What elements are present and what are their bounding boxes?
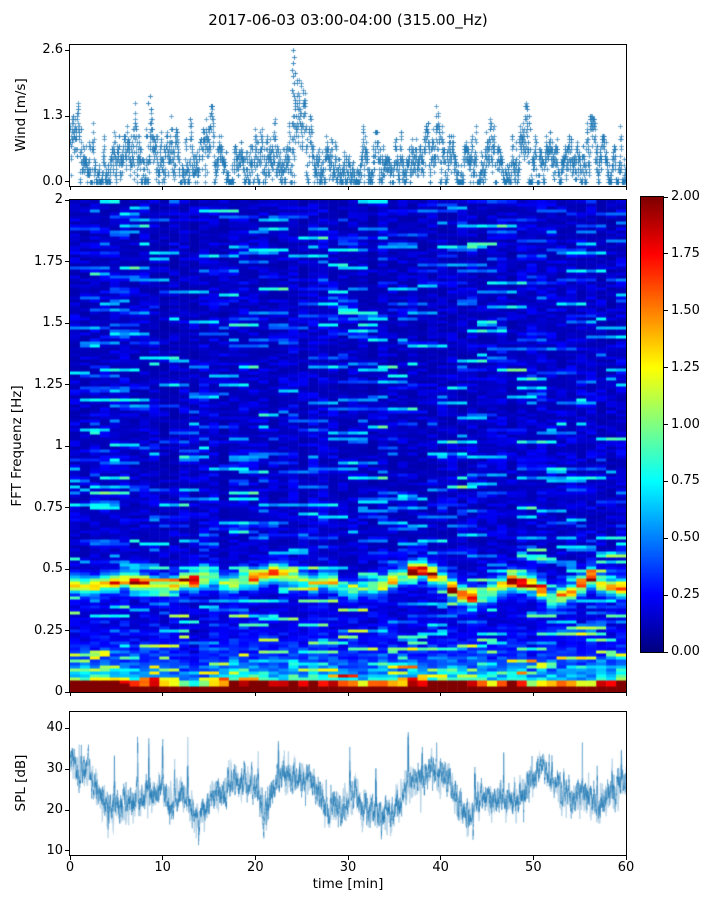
wind-xtick: [254, 187, 256, 190]
colorbar-tick: [664, 253, 668, 255]
wind-xtick: [162, 187, 164, 190]
spectrogram-heatmap-canvas: [70, 200, 626, 692]
spl-xtick-label: 50: [525, 860, 542, 875]
spectrogram-ytick-label: 2: [54, 192, 63, 207]
spectrogram-ytick-label: 1.75: [34, 253, 63, 269]
colorbar-tick: [664, 310, 668, 312]
colorbar-tick-label: 1.75: [671, 245, 700, 261]
spl-xtick: [69, 856, 71, 860]
spl-line-canvas: [70, 712, 626, 855]
figure-title: 2017-06-03 03:00-04:00 (315.00_Hz): [208, 11, 488, 29]
spectrogram-ylabel: FFT Frequenz [Hz]: [9, 385, 25, 507]
spectrogram-xtick: [440, 693, 442, 696]
spectrogram-axes-frame: [69, 199, 627, 693]
colorbar-tick-label: 0.00: [671, 644, 700, 659]
spl-axes-frame: [69, 711, 627, 856]
spectrogram-xtick: [625, 693, 627, 696]
spl-xtick-label: 10: [154, 860, 171, 875]
colorbar-tick-label: 0.25: [671, 587, 700, 603]
spectrogram-xtick: [69, 693, 71, 696]
colorbar-tick-label: 1.00: [671, 416, 700, 432]
time-xlabel: time [min]: [312, 876, 384, 892]
spectrogram-xtick: [254, 693, 256, 696]
colorbar-tick-label: 0.75: [671, 473, 700, 489]
spl-ytick-label: 10: [46, 842, 63, 858]
spectrogram-ytick-label: 0.25: [34, 622, 63, 638]
colorbar-canvas: [641, 197, 663, 652]
wind-xtick: [440, 187, 442, 190]
spl-xtick: [532, 856, 534, 860]
spl-ytick-label: 40: [46, 720, 63, 736]
colorbar-tick: [664, 651, 668, 653]
colorbar-tick: [664, 367, 668, 369]
colorbar-tick-label: 1.25: [671, 359, 700, 375]
spl-ylabel: SPL [dB]: [13, 754, 29, 812]
wind-xtick: [347, 187, 349, 190]
spectrogram-ytick-label: 1.5: [42, 315, 63, 330]
spl-xtick: [254, 856, 256, 860]
wind-xtick: [625, 187, 627, 190]
spl-xtick-label: 30: [339, 860, 357, 875]
wind-scatter-canvas: [70, 45, 626, 186]
colorbar-tick: [664, 480, 668, 482]
wind-axes-frame: [69, 44, 627, 187]
spl-xtick-label: 40: [432, 860, 449, 875]
colorbar-tick: [664, 424, 668, 425]
spectrogram-xtick: [532, 693, 534, 696]
colorbar-tick: [664, 537, 668, 539]
colorbar-tick-label: 1.50: [671, 302, 700, 318]
spl-xtick: [625, 856, 627, 860]
spectrogram-ytick-label: 0: [54, 684, 63, 699]
spectrogram-ytick-label: 0.5: [42, 561, 63, 576]
spectrogram-xtick: [162, 693, 164, 696]
wind-ytick-label: 0.0: [42, 173, 63, 189]
wind-ytick-label: 1.3: [42, 108, 63, 123]
colorbar-tick: [664, 196, 668, 198]
colorbar-tick-label: 0.50: [671, 530, 700, 546]
wind-xtick: [69, 187, 71, 190]
wind-xtick: [532, 187, 534, 190]
wind-ylabel: Wind [m/s]: [13, 78, 29, 152]
spl-xtick-label: 60: [617, 860, 635, 875]
spl-ytick-label: 30: [46, 761, 63, 777]
colorbar-tick-label: 2.00: [671, 189, 700, 204]
spl-xtick-label: 0: [65, 860, 75, 875]
spl-xtick-label: 20: [247, 860, 264, 875]
spl-xtick: [440, 856, 442, 860]
spectrogram-xtick: [347, 693, 349, 696]
colorbar-tick: [664, 594, 668, 596]
spl-xtick: [347, 856, 349, 860]
wind-ytick-label: 2.6: [42, 42, 63, 58]
spl-ytick-label: 20: [46, 802, 63, 818]
colorbar-frame: [640, 196, 664, 653]
spl-xtick: [162, 856, 164, 860]
